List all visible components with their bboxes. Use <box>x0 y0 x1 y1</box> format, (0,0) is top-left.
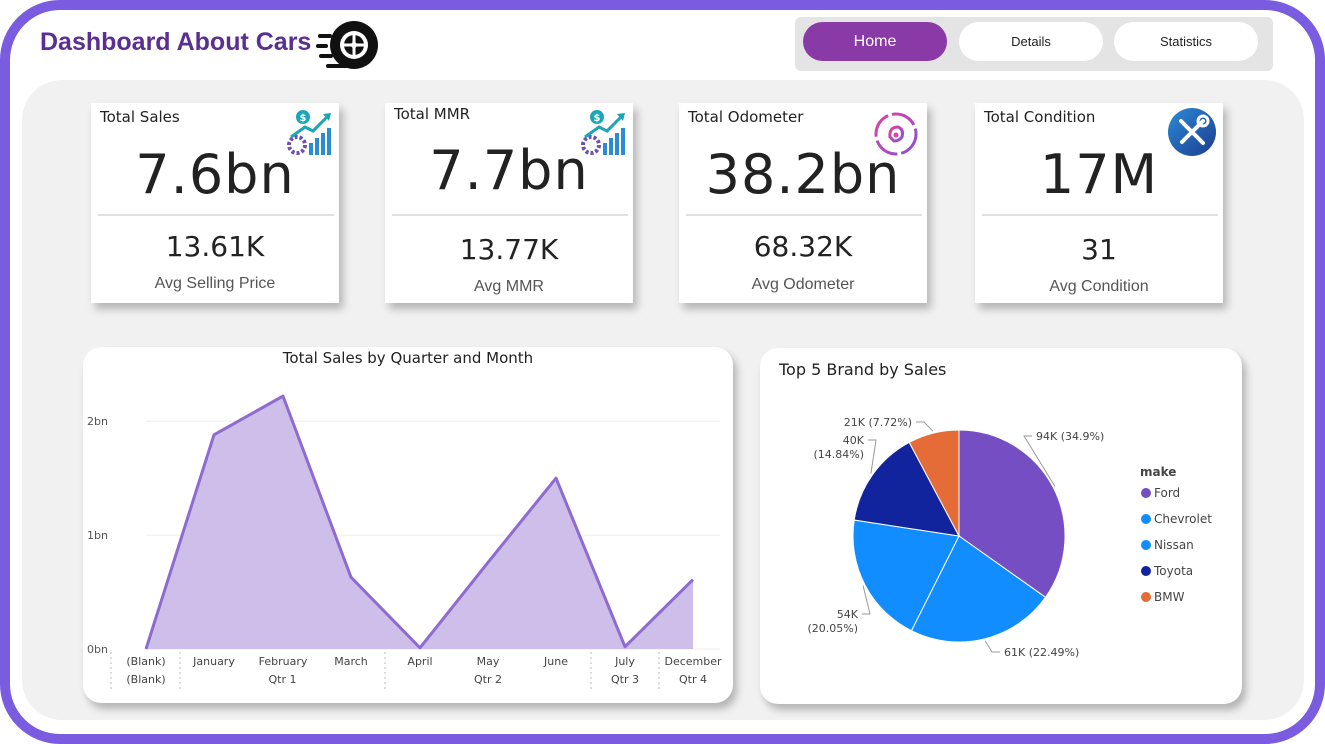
area-chart: 0bn 1bn 2bn (Blank) January February March Apri… <box>87 394 722 689</box>
y-tick-label: 2bn <box>87 415 108 428</box>
kpi-avg-label: Avg Odometer <box>751 276 855 293</box>
pie-chart: 94K (34.9%) 61K (22.49%) 54K(20.05%) 40K(14… <box>807 416 1212 659</box>
y-tick-label: 1bn <box>87 529 108 542</box>
legend-title: make <box>1140 465 1176 479</box>
x-tick-label: March <box>334 655 368 668</box>
pie-data-label: 54K <box>837 608 859 621</box>
x-tick-label: May <box>477 655 500 668</box>
kpi-card-total-condition[interactable]: Total Condition 17M 31 Avg Condition <box>975 103 1223 303</box>
quarter-label: (Blank) <box>126 673 165 686</box>
legend-swatch <box>1141 592 1151 602</box>
kpi-avg-value: 31 <box>1081 233 1117 266</box>
legend-item-bmw[interactable]: BMW <box>1154 590 1185 604</box>
kpi-value: 38.2bn <box>705 143 901 206</box>
kpi-avg-label: Avg Selling Price <box>154 275 276 292</box>
speedometer-icon <box>874 112 918 156</box>
pie-data-label: (20.05%) <box>807 622 858 635</box>
nav-home-button[interactable]: Home <box>803 22 947 61</box>
pie-leader-line <box>862 585 871 615</box>
kpi-value: 7.6bn <box>135 143 295 206</box>
pie-slice-toyota[interactable] <box>853 441 960 537</box>
kpi-avg-label: Avg MMR <box>474 278 544 295</box>
wrench-screwdriver-icon <box>1168 108 1216 156</box>
quarter-label: Qtr 1 <box>269 673 297 686</box>
pie-slice-chevrolet[interactable] <box>910 535 1047 643</box>
kpi-avg-value: 68.32K <box>753 230 853 263</box>
legend-item-chevrolet[interactable]: Chevrolet <box>1154 512 1212 526</box>
x-tick-label: (Blank) <box>126 655 165 668</box>
kpi-card-total-sales[interactable]: Total Sales $ 7.6bn 13.61K Avg Selling P… <box>91 103 339 303</box>
legend-item-ford[interactable]: Ford <box>1154 486 1180 500</box>
kpi-value: 7.7bn <box>429 139 589 202</box>
pie-data-label: 40K <box>843 434 865 447</box>
nav-details-button[interactable]: Details <box>959 22 1103 61</box>
kpi-avg-value: 13.77K <box>459 233 559 266</box>
x-tick-label: December <box>664 655 722 668</box>
legend-swatch <box>1141 540 1151 550</box>
sales-line <box>144 394 695 650</box>
legend-swatch <box>1141 566 1151 576</box>
tire-speed-icon <box>316 21 378 69</box>
pie-slice-bmw[interactable] <box>908 429 960 537</box>
nav-bar: Home Details Statistics <box>795 17 1273 71</box>
legend-swatch <box>1141 488 1151 498</box>
kpi-divider <box>686 214 922 216</box>
kpi-divider <box>982 214 1218 216</box>
kpi-divider <box>98 214 334 216</box>
pie-data-label: 61K (22.49%) <box>1004 646 1079 659</box>
kpi-title: Total MMR <box>394 105 471 123</box>
page-title: Dashboard About Cars <box>40 28 312 56</box>
pie-slice-ford[interactable] <box>958 429 1066 599</box>
legend-item-toyota[interactable]: Toyota <box>1153 564 1193 578</box>
pie-leader-line <box>984 640 1000 653</box>
kpi-avg-label: Avg Condition <box>1049 278 1149 295</box>
x-tick-label: April <box>407 655 432 668</box>
legend-swatch <box>1141 514 1151 524</box>
x-tick-label: February <box>259 655 308 668</box>
pie-leader-line <box>916 421 934 432</box>
kpi-divider <box>392 214 628 216</box>
kpi-title: Total Condition <box>984 108 1096 126</box>
svg-text:$: $ <box>594 113 601 124</box>
sales-area <box>146 396 693 649</box>
kpi-title: Total Sales <box>100 108 180 126</box>
quarter-label: Qtr 2 <box>474 673 502 686</box>
pie-data-label: 21K (7.72%) <box>844 416 912 429</box>
kpi-title: Total Odometer <box>688 108 804 126</box>
x-tick-label: July <box>614 655 635 668</box>
legend-item-nissan[interactable]: Nissan <box>1154 538 1194 552</box>
quarter-label: Qtr 4 <box>679 673 707 686</box>
pie-leader-line <box>1023 435 1056 487</box>
pie-data-label: 94K (34.9%) <box>1036 430 1104 443</box>
area-chart-title: Total Sales by Quarter and Month <box>282 349 534 367</box>
kpi-value: 17M <box>1039 143 1159 206</box>
top-brands-panel[interactable]: Top 5 Brand by Sales 94K (34.9%) 61K (22.… <box>760 348 1242 704</box>
kpi-avg-value: 13.61K <box>165 230 265 263</box>
pie-leader-line <box>868 439 877 474</box>
pie-chart-title: Top 5 Brand by Sales <box>779 360 947 379</box>
x-tick-label: June <box>543 655 568 668</box>
pie-slice-nissan[interactable] <box>852 519 960 632</box>
kpi-card-total-mmr[interactable]: Total MMR $ 7.7bn 13.77K Avg MMR <box>385 103 633 303</box>
svg-text:$: $ <box>300 113 307 124</box>
quarter-label: Qtr 3 <box>611 673 639 686</box>
y-tick-label: 0bn <box>87 643 108 656</box>
nav-statistics-button[interactable]: Statistics <box>1114 22 1258 61</box>
sales-growth-icon: $ <box>287 110 331 155</box>
sales-by-month-panel[interactable]: Total Sales by Quarter and Month 0bn 1bn 2… <box>83 347 733 703</box>
pie-data-label: (14.84%) <box>813 448 864 461</box>
x-tick-label: January <box>192 655 235 668</box>
kpi-card-total-odometer[interactable]: Total Odometer 38.2bn 68.32K Avg Odomete… <box>679 103 927 303</box>
sales-growth-icon: $ <box>581 110 625 155</box>
